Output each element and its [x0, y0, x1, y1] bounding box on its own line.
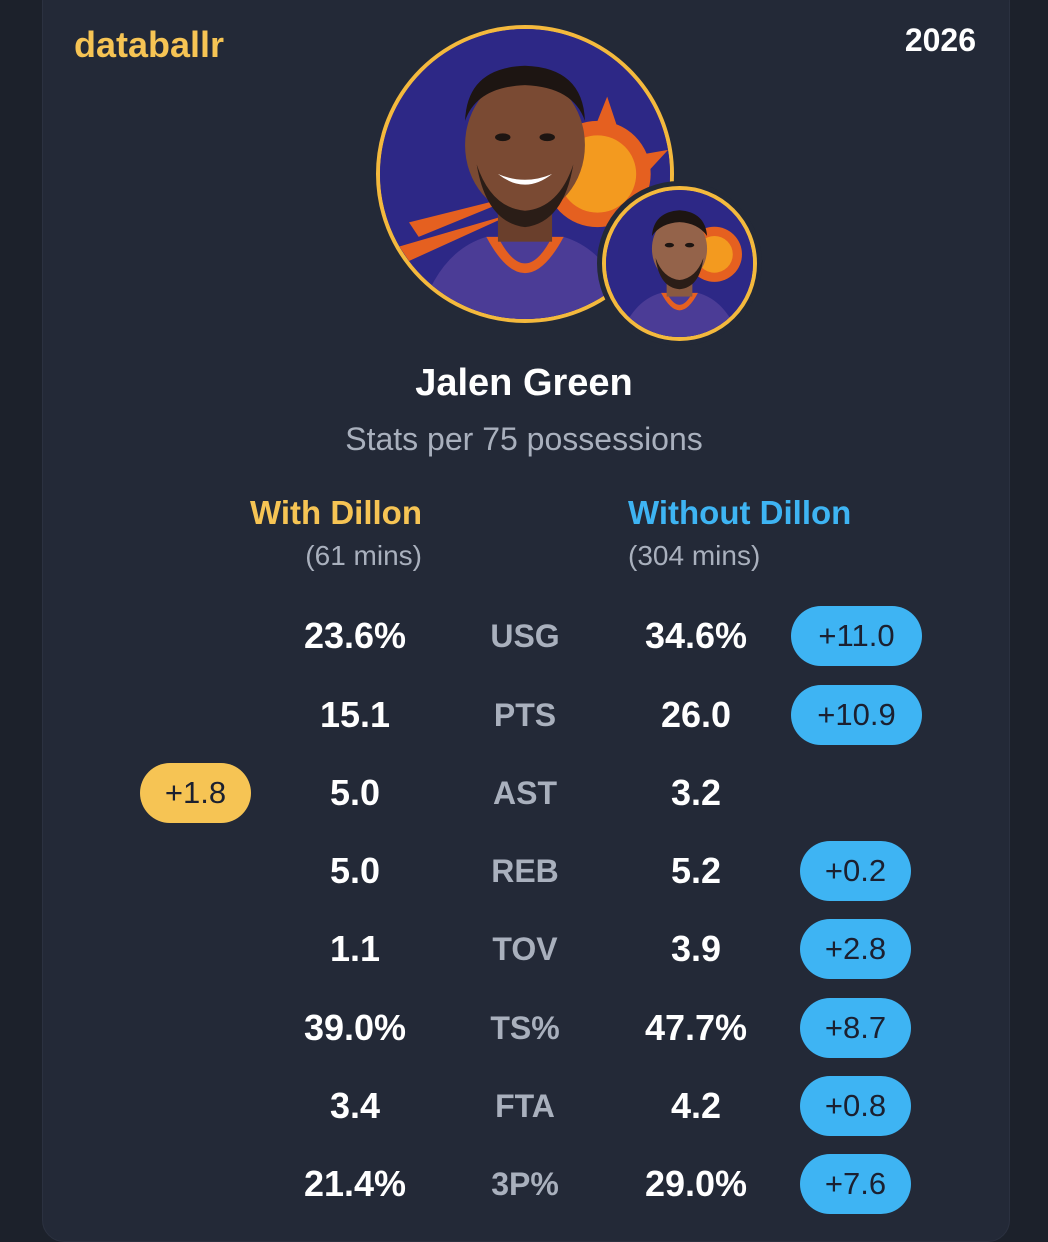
with-value: 21.4% [303, 1163, 407, 1204]
stat-row-3p: 21.4% 3P% 29.0% +7.6 [0, 1153, 1048, 1215]
without-value: 5.2 [670, 850, 722, 891]
diff-badge: +8.7 [800, 998, 911, 1058]
stat-label: 3P% [491, 1166, 559, 1202]
without-minutes: (304 mins) [628, 540, 761, 571]
with-value: 23.6% [303, 615, 407, 656]
without-value: 3.2 [670, 772, 722, 813]
diff-badge: +1.8 [140, 763, 251, 823]
without-value: 26.0 [660, 694, 732, 735]
stat-label: AST [493, 775, 557, 811]
diff-badge: +0.8 [800, 1076, 911, 1136]
stat-row-ast: +1.8 5.0 AST 3.2 [0, 762, 1048, 824]
with-value: 15.1 [319, 694, 391, 735]
without-value: 4.2 [670, 1085, 722, 1126]
stat-label: TOV [492, 931, 558, 967]
stat-label: USG [490, 618, 560, 654]
with-value: 5.0 [329, 772, 381, 813]
stat-row-fta: 3.4 FTA 4.2 +0.8 [0, 1075, 1048, 1137]
with-header: With Dillon [250, 494, 422, 531]
diff-badge: +7.6 [800, 1154, 911, 1214]
diff-badge: +10.9 [791, 685, 922, 745]
without-value: 34.6% [644, 615, 748, 656]
diff-badge: +2.8 [800, 919, 911, 979]
stat-row-usg: 23.6% USG 34.6% +11.0 [0, 605, 1048, 667]
stat-label: REB [491, 853, 559, 889]
without-header: Without Dillon [628, 494, 852, 531]
without-value: 29.0% [644, 1163, 748, 1204]
stat-row-reb: 5.0 REB 5.2 +0.2 [0, 840, 1048, 902]
with-value: 39.0% [303, 1007, 407, 1048]
teammate-photo [606, 190, 753, 337]
stat-row-ts: 39.0% TS% 47.7% +8.7 [0, 997, 1048, 1059]
with-value: 1.1 [329, 928, 381, 969]
with-value: 5.0 [329, 850, 381, 891]
diff-badge: +11.0 [791, 606, 922, 666]
player-name: Jalen Green [415, 362, 633, 404]
season-label: 2026 [904, 22, 976, 58]
without-value: 3.9 [670, 928, 722, 969]
brand-logo[interactable]: databallr [74, 24, 225, 65]
stats-subtitle: Stats per 75 possessions [345, 421, 703, 457]
stat-row-pts: 15.1 PTS 26.0 +10.9 [0, 684, 1048, 746]
with-value: 3.4 [329, 1085, 381, 1126]
with-minutes: (61 mins) [305, 540, 422, 571]
teammate-avatar [602, 186, 757, 341]
without-value: 47.7% [644, 1007, 748, 1048]
stat-label: TS% [490, 1010, 560, 1046]
stat-row-tov: 1.1 TOV 3.9 +2.8 [0, 918, 1048, 980]
stat-label: FTA [495, 1088, 555, 1124]
diff-badge: +0.2 [800, 841, 911, 901]
stat-label: PTS [493, 697, 557, 733]
